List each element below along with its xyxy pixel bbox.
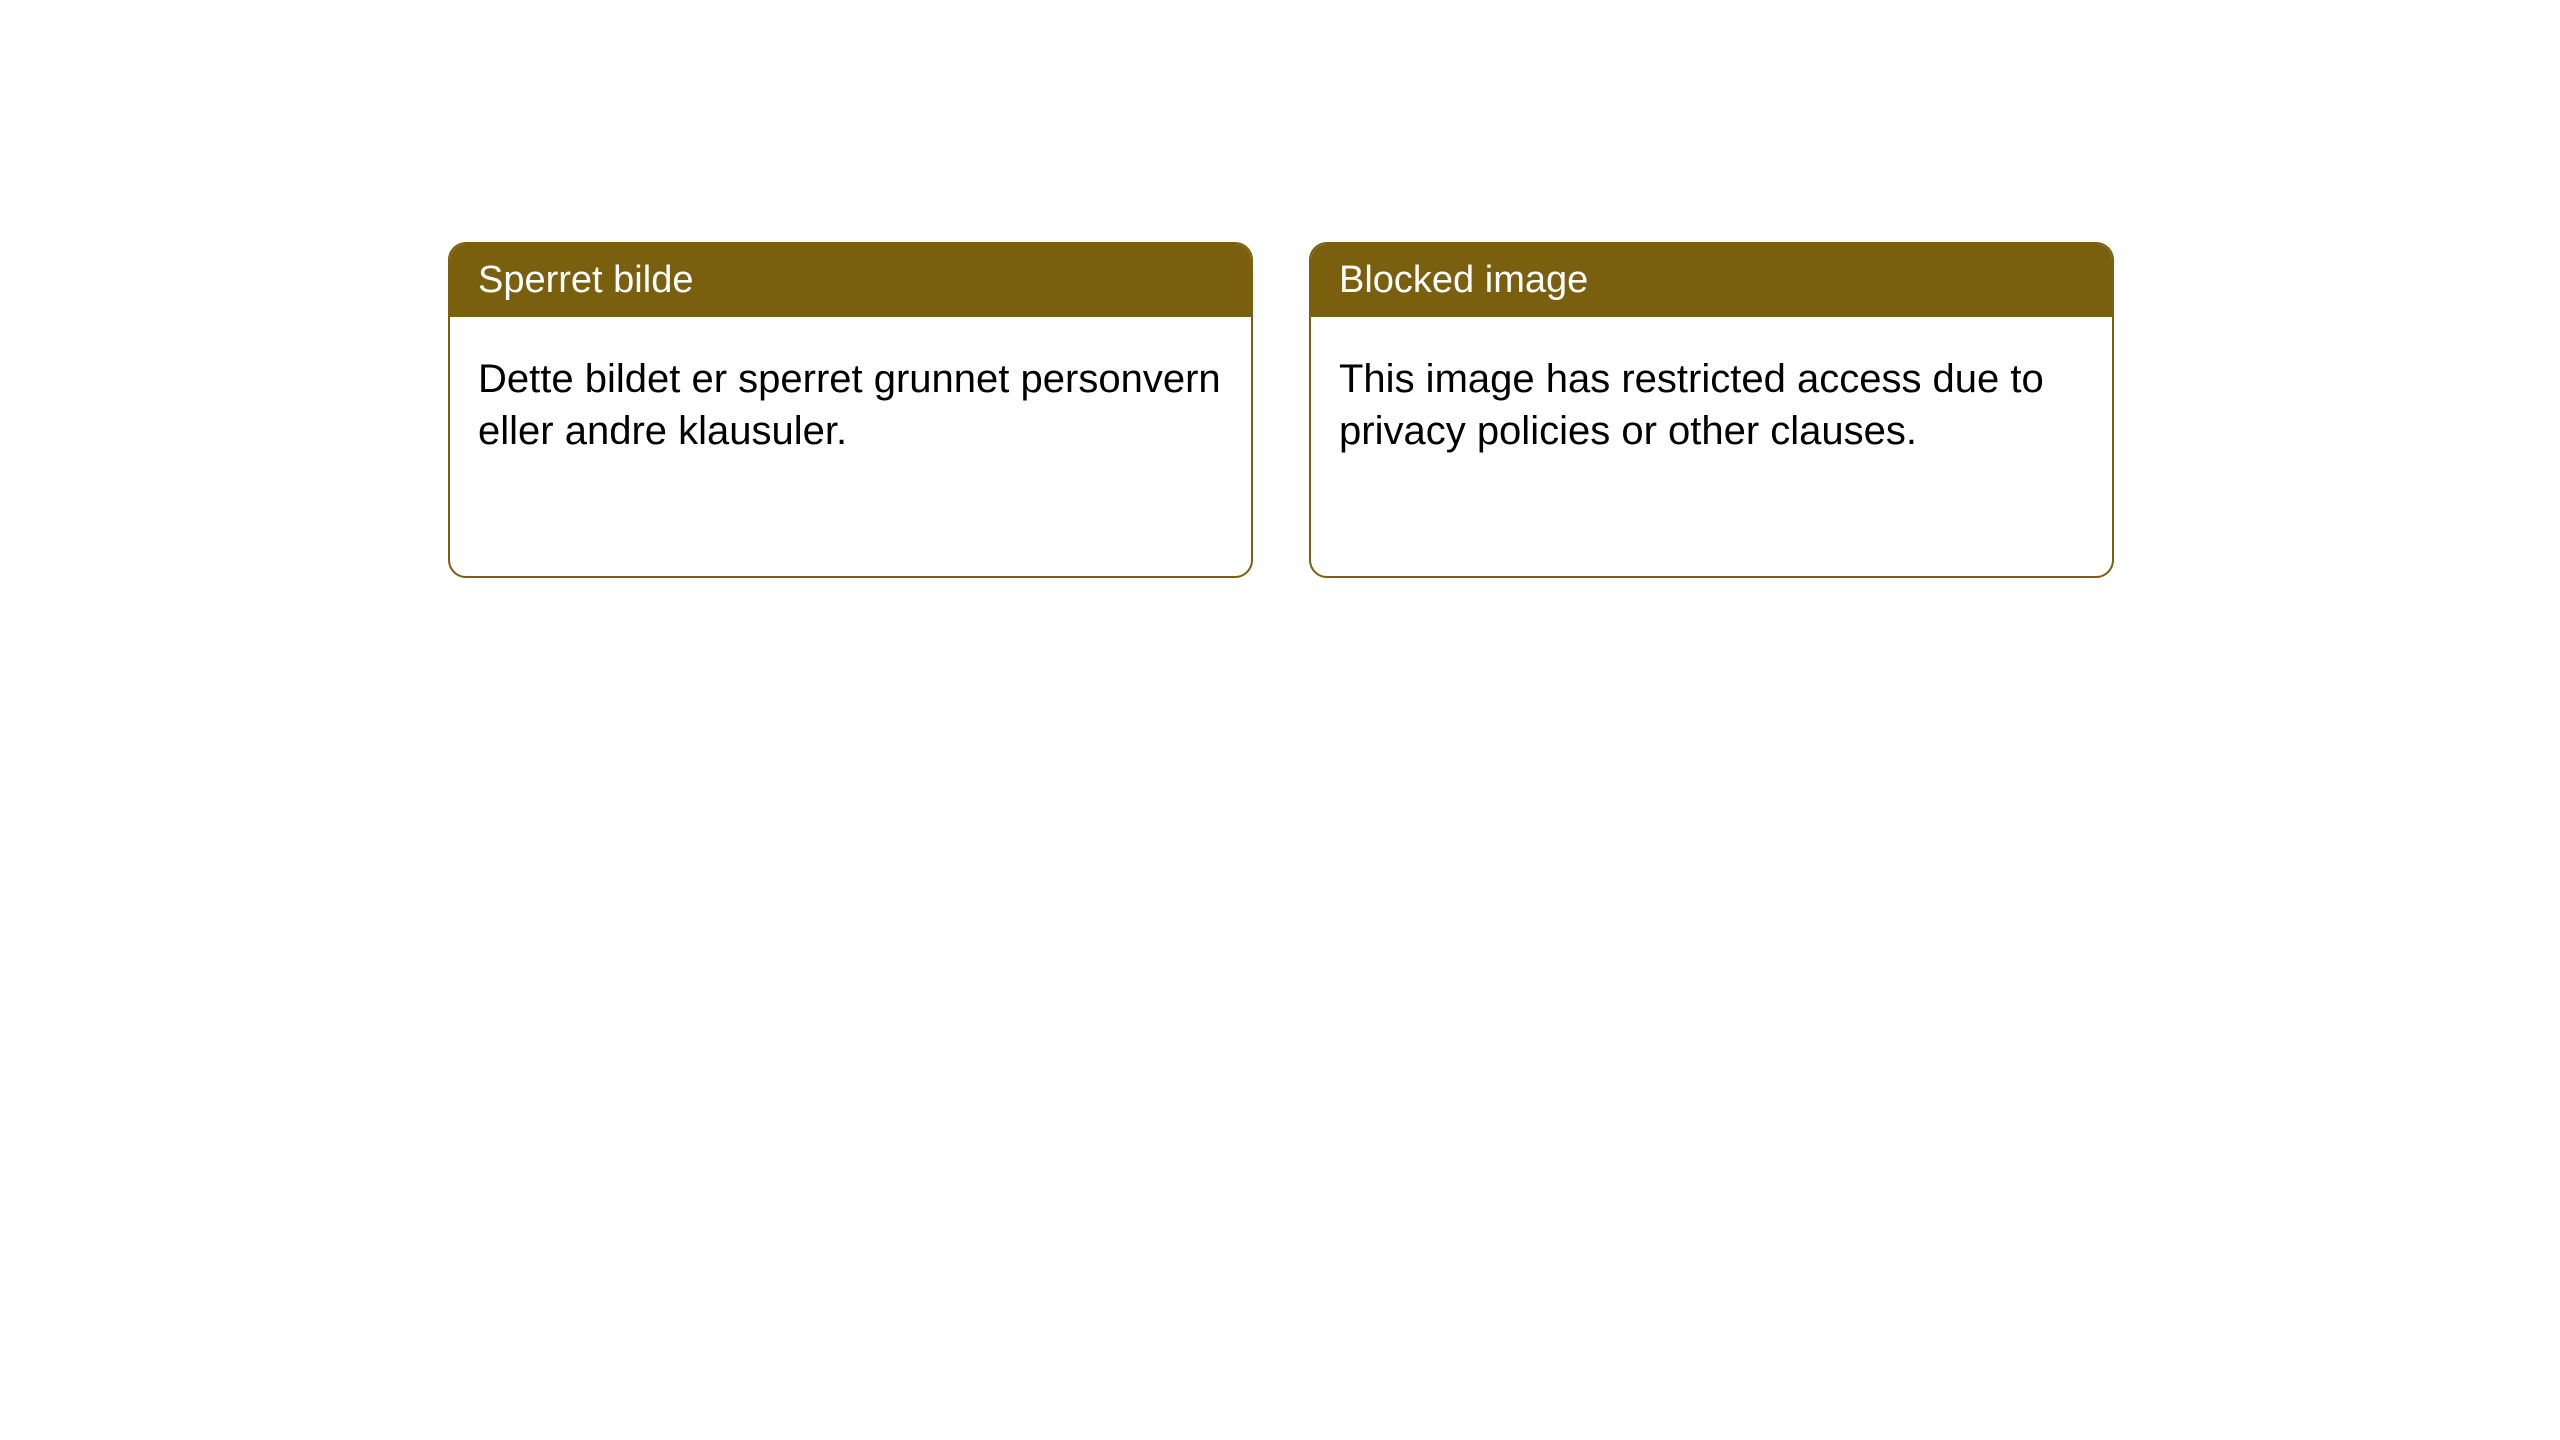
notice-header-norwegian: Sperret bilde <box>450 244 1251 317</box>
notice-card-english: Blocked image This image has restricted … <box>1309 242 2114 578</box>
notice-body-english: This image has restricted access due to … <box>1311 317 2112 493</box>
notice-body-norwegian: Dette bildet er sperret grunnet personve… <box>450 317 1251 493</box>
notice-container: Sperret bilde Dette bildet er sperret gr… <box>448 242 2114 578</box>
notice-card-norwegian: Sperret bilde Dette bildet er sperret gr… <box>448 242 1253 578</box>
notice-header-english: Blocked image <box>1311 244 2112 317</box>
